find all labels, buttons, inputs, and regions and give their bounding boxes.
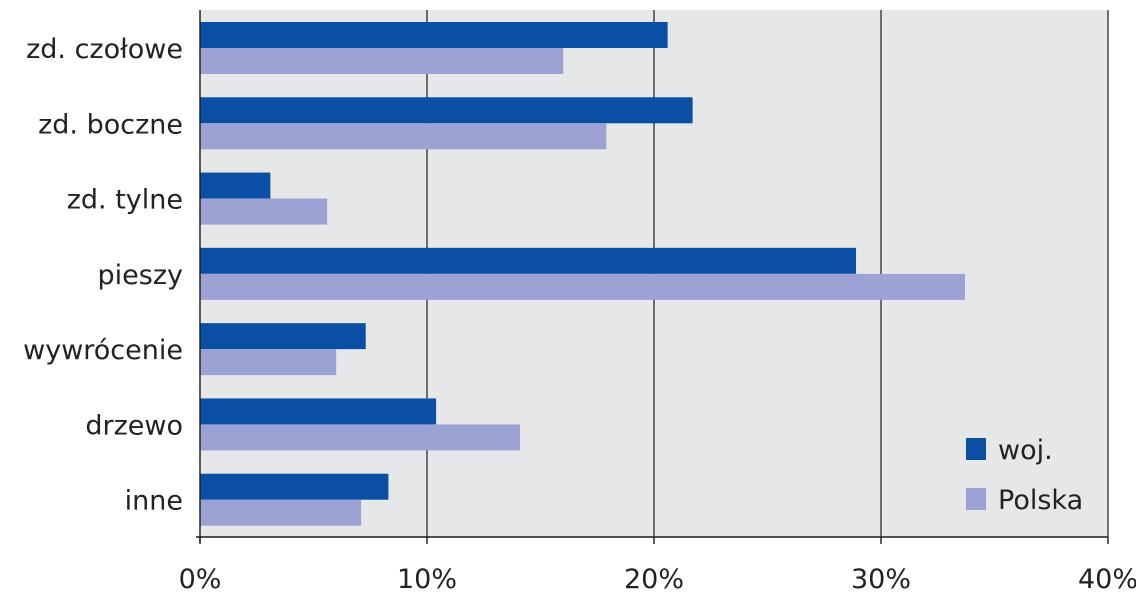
bar-woj	[200, 323, 366, 350]
legend: woj. Polska	[966, 435, 1083, 516]
bar-woj	[200, 97, 693, 124]
category-label: zd. czołowe	[26, 34, 183, 65]
bar-polska	[200, 424, 521, 451]
bar-woj	[200, 398, 437, 425]
category-label: inne	[125, 486, 183, 517]
category-labels: zd. czołowe zd. boczne zd. tylne pieszy wywr…	[23, 34, 183, 517]
bar-woj	[200, 22, 668, 48]
bar-polska	[200, 349, 337, 376]
x-tick-label: 30%	[851, 564, 911, 595]
x-tick-label: 40%	[1078, 564, 1136, 595]
bar-polska	[200, 273, 965, 300]
category-label: pieszy	[98, 260, 183, 291]
x-tick-label: 10%	[397, 564, 457, 595]
bar-woj	[200, 247, 857, 274]
legend-swatch	[966, 438, 986, 460]
x-tick-labels: 0% 10% 20% 30% 40%	[179, 564, 1136, 595]
bar-polska	[200, 499, 362, 526]
bar-polska	[200, 123, 607, 150]
bar-polska	[200, 198, 328, 225]
legend-label: woj.	[998, 435, 1053, 466]
legend-label: Polska	[998, 485, 1083, 516]
category-label: wywrócenie	[23, 335, 183, 366]
x-tick-label: 20%	[624, 564, 684, 595]
bar-woj	[200, 473, 389, 500]
category-label: zd. boczne	[38, 109, 183, 140]
legend-swatch	[966, 488, 986, 510]
bar-polska	[200, 48, 564, 74]
category-label: zd. tylne	[67, 185, 183, 216]
bar-woj	[200, 172, 271, 199]
axis	[196, 10, 1109, 544]
bars	[200, 22, 965, 526]
category-label: drzewo	[85, 410, 183, 441]
x-tick-label: 0%	[179, 564, 222, 595]
